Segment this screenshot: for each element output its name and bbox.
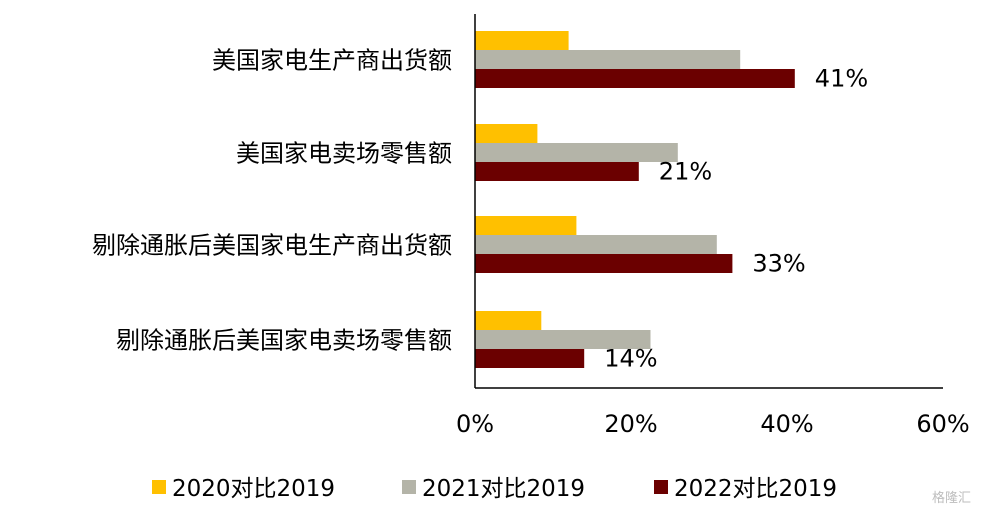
category-label-3: 剔除通胀后美国家电生产商出货额 (92, 232, 452, 260)
legend-label-1: 2020对比2019 (172, 476, 335, 502)
legend-label-2: 2021对比2019 (422, 476, 585, 502)
x-tick-label-4: 60% (916, 410, 969, 438)
x-tick-labels-group: 0% 20% 40% 60% (456, 410, 970, 438)
bar-1-4 (475, 311, 542, 330)
bar-2-2 (475, 143, 678, 162)
legend-swatch-1 (152, 480, 166, 494)
bar-3-2 (475, 162, 639, 181)
bar-1-1 (475, 31, 569, 50)
bar-2-1 (475, 50, 741, 69)
x-tick-label-3: 40% (760, 410, 813, 438)
category-label-1: 美国家电生产商出货额 (212, 47, 452, 75)
bar-2-3 (475, 235, 717, 254)
bar-3-3 (475, 254, 733, 273)
bar-2-4 (475, 330, 651, 349)
bar-1-2 (475, 124, 538, 143)
bar-3-1 (475, 69, 795, 88)
category-label-4: 剔除通胀后美国家电卖场零售额 (116, 327, 452, 355)
data-label-2: 21% (659, 158, 712, 186)
axes-group (474, 14, 943, 389)
legend-swatch-3 (654, 480, 668, 494)
category-label-2: 美国家电卖场零售额 (236, 140, 452, 168)
category-labels-group: 美国家电生产商出货额美国家电卖场零售额剔除通胀后美国家电生产商出货额剔除通胀后美… (92, 47, 452, 355)
data-label-3: 33% (752, 250, 805, 278)
legend: 2020对比2019 2021对比2019 2022对比2019 (152, 476, 837, 502)
data-label-1: 41% (815, 65, 868, 93)
legend-swatch-2 (402, 480, 416, 494)
watermark: 格隆汇 (931, 491, 971, 506)
legend-label-3: 2022对比2019 (674, 476, 837, 502)
data-labels-group: 41% 21% 33% 14% (604, 65, 868, 373)
data-label-4: 14% (604, 345, 657, 373)
bar-3-4 (475, 349, 585, 368)
bars-group (475, 31, 795, 368)
x-tick-label-2: 20% (604, 410, 657, 438)
x-tick-label-1: 0% (456, 410, 494, 438)
bar-1-3 (475, 216, 577, 235)
